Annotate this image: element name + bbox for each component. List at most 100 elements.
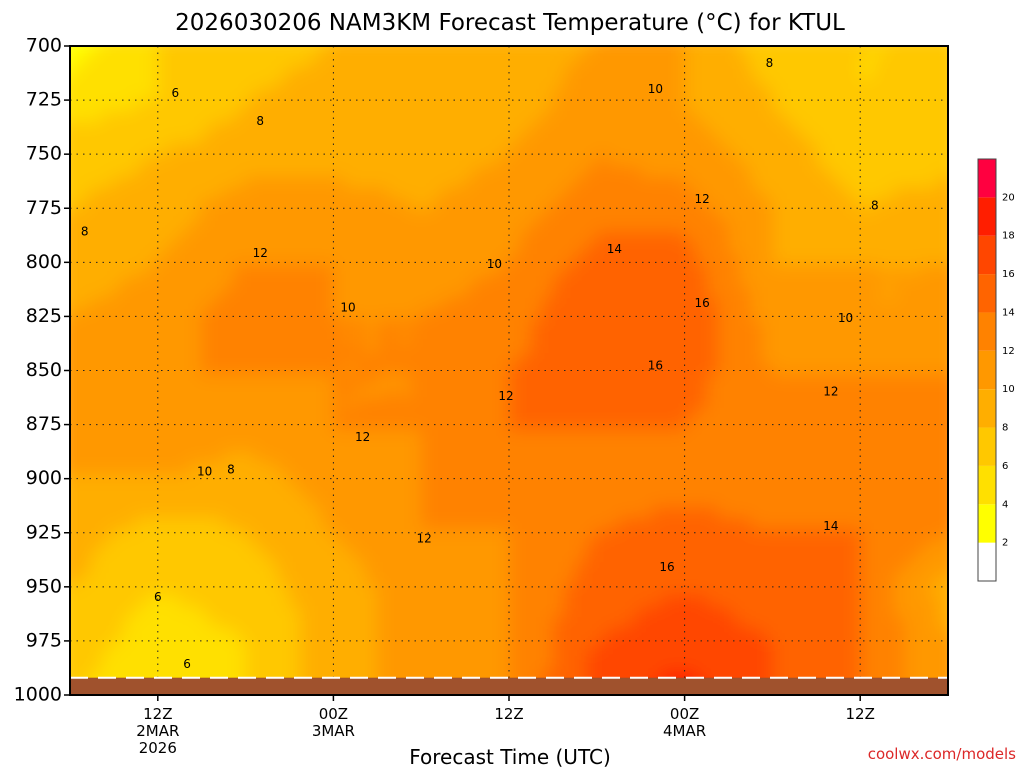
temperature-cell — [421, 496, 433, 508]
temperature-cell — [850, 144, 862, 156]
temperature-cell — [839, 375, 851, 387]
temperature-cell — [476, 452, 488, 464]
temperature-cell — [850, 496, 862, 508]
temperature-cell — [399, 540, 411, 552]
temperature-cell — [58, 551, 70, 563]
temperature-cell — [124, 210, 136, 222]
temperature-cell — [597, 397, 609, 409]
temperature-cell — [509, 232, 521, 244]
temperature-cell — [630, 56, 642, 68]
temperature-cell — [762, 133, 774, 145]
temperature-cell — [168, 639, 180, 651]
temperature-cell — [608, 518, 620, 530]
temperature-cell — [157, 507, 169, 519]
temperature-cell — [256, 507, 268, 519]
temperature-cell — [916, 639, 928, 651]
temperature-cell — [850, 133, 862, 145]
temperature-cell — [333, 562, 345, 574]
temperature-cell — [124, 100, 136, 112]
temperature-cell — [718, 507, 730, 519]
temperature-cell — [828, 353, 840, 365]
temperature-cell — [245, 67, 257, 79]
temperature-cell — [146, 408, 158, 420]
temperature-cell — [70, 496, 81, 508]
temperature-cell — [465, 628, 477, 640]
temperature-cell — [267, 199, 279, 211]
temperature-cell — [267, 221, 279, 233]
temperature-cell — [355, 177, 367, 189]
temperature-cell — [883, 276, 895, 288]
temperature-cell — [575, 89, 587, 101]
temperature-cell — [586, 452, 598, 464]
temperature-cell — [487, 100, 499, 112]
temperature-cell — [608, 551, 620, 563]
temperature-cell — [80, 650, 92, 662]
temperature-cell — [927, 210, 939, 222]
temperature-cell — [509, 606, 521, 618]
temperature-cell — [366, 430, 378, 442]
temperature-cell — [652, 463, 664, 475]
temperature-cell — [696, 331, 708, 343]
temperature-cell — [300, 243, 312, 255]
temperature-cell — [388, 111, 400, 123]
temperature-cell — [256, 111, 268, 123]
temperature-cell — [465, 298, 477, 310]
temperature-cell — [674, 166, 686, 178]
temperature-cell — [619, 342, 631, 354]
temperature-cell — [399, 177, 411, 189]
temperature-cell — [102, 540, 114, 552]
temperature-cell — [894, 397, 906, 409]
temperature-cell — [949, 474, 961, 486]
temperature-cell — [916, 122, 928, 134]
temperature-cell — [476, 595, 488, 607]
temperature-cell — [278, 584, 290, 596]
temperature-cell — [531, 232, 543, 244]
temperature-cell — [861, 122, 873, 134]
temperature-cell — [399, 628, 411, 640]
temperature-cell — [883, 617, 895, 629]
temperature-cell — [883, 34, 895, 46]
temperature-cell — [234, 155, 246, 167]
temperature-cell — [542, 650, 554, 662]
temperature-cell — [212, 496, 224, 508]
temperature-cell — [454, 639, 466, 651]
temperature-cell — [806, 353, 818, 365]
temperature-cell — [212, 452, 224, 464]
temperature-cell — [630, 639, 642, 651]
temperature-cell — [817, 595, 829, 607]
temperature-cell — [795, 430, 807, 442]
temperature-cell — [487, 254, 499, 266]
temperature-cell — [773, 529, 785, 541]
temperature-cell — [894, 617, 906, 629]
temperature-cell — [300, 485, 312, 497]
temperature-cell — [894, 287, 906, 299]
temperature-cell — [817, 496, 829, 508]
temperature-cell — [322, 441, 334, 453]
temperature-cell — [663, 144, 675, 156]
temperature-cell — [927, 111, 939, 123]
temperature-cell — [696, 386, 708, 398]
temperature-cell — [124, 617, 136, 629]
temperature-cell — [608, 331, 620, 343]
temperature-cell — [102, 518, 114, 530]
temperature-cell — [894, 221, 906, 233]
temperature-cell — [883, 408, 895, 420]
temperature-cell — [949, 243, 961, 255]
temperature-cell — [157, 639, 169, 651]
temperature-cell — [102, 474, 114, 486]
temperature-cell — [278, 650, 290, 662]
temperature-cell — [663, 122, 675, 134]
temperature-cell — [861, 639, 873, 651]
temperature-cell — [344, 67, 356, 79]
temperature-cell — [410, 298, 422, 310]
temperature-cell — [949, 452, 961, 464]
temperature-cell — [949, 221, 961, 233]
temperature-cell — [718, 463, 730, 475]
temperature-cell — [124, 89, 136, 101]
temperature-cell — [443, 551, 455, 563]
temperature-cell — [575, 661, 587, 673]
temperature-cell — [113, 397, 125, 409]
temperature-cell — [784, 551, 796, 563]
temperature-cell — [751, 628, 763, 640]
temperature-cell — [927, 419, 939, 431]
